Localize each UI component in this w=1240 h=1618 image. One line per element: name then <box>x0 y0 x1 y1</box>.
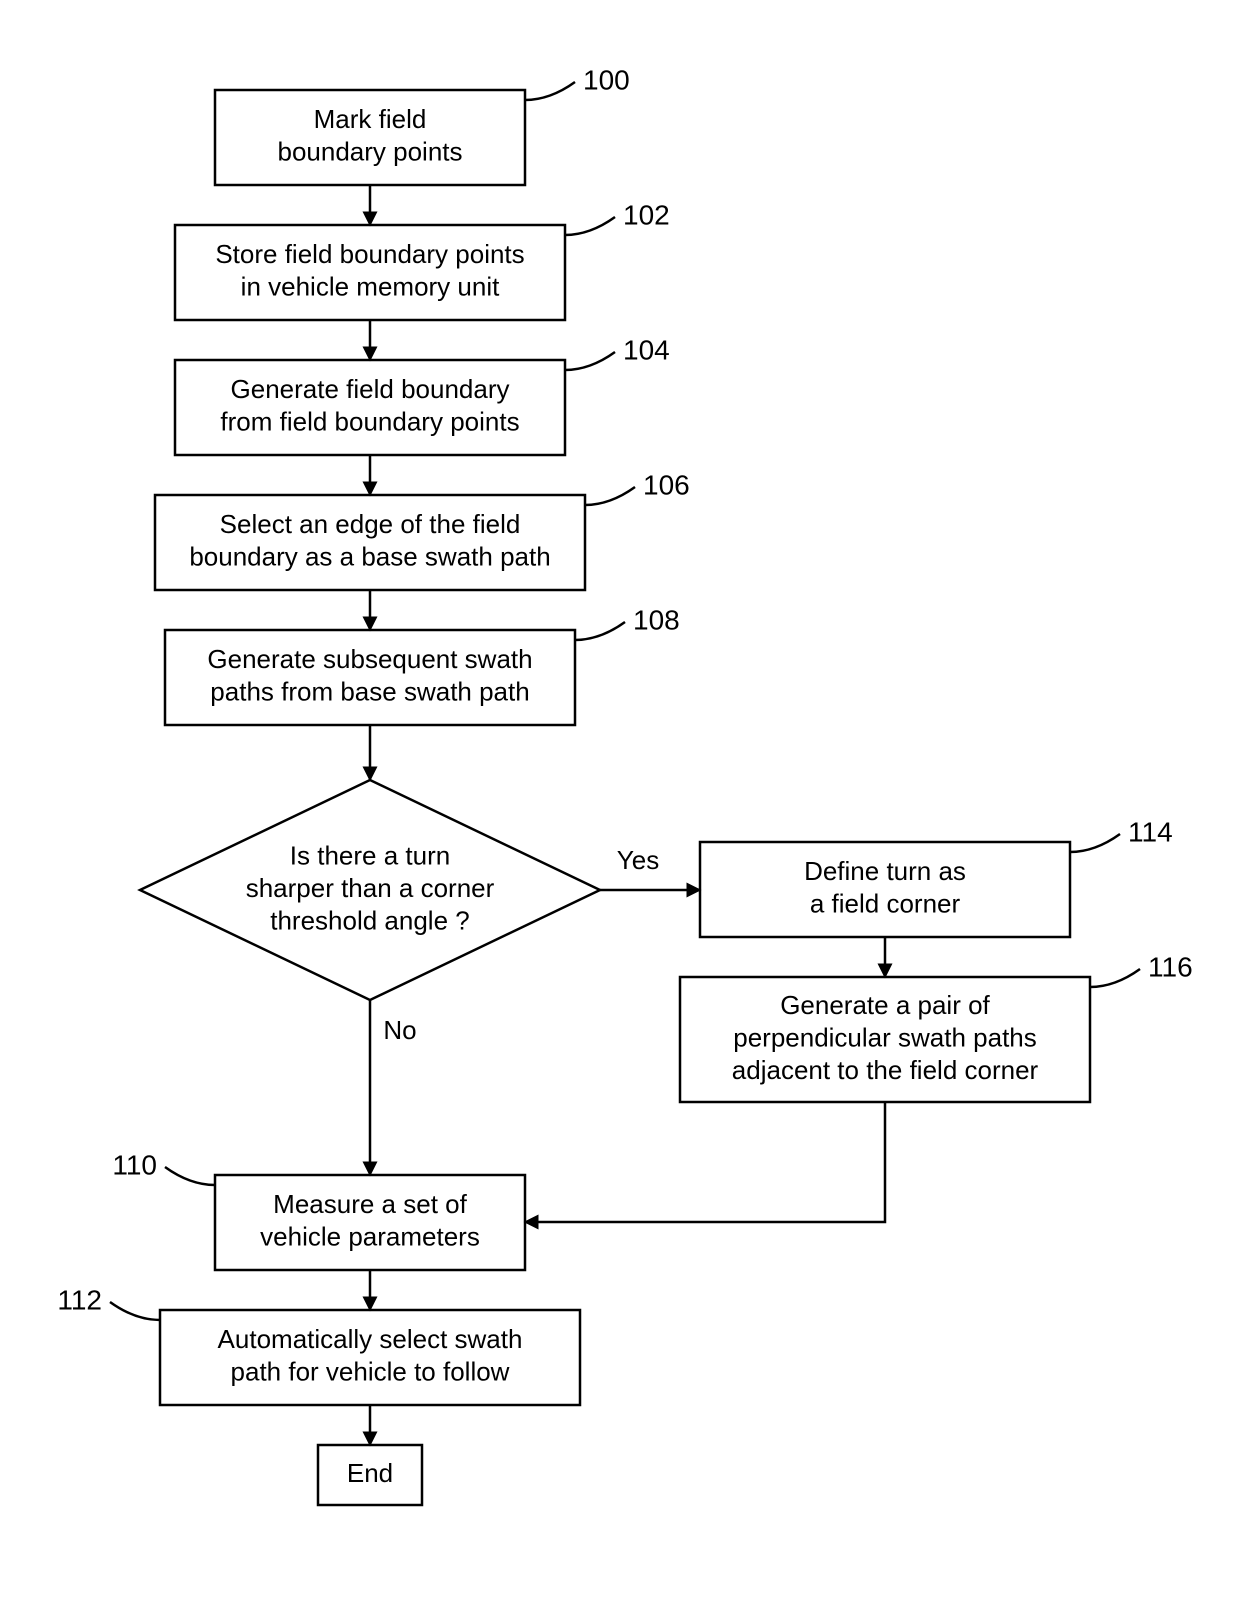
node-text: boundary as a base swath path <box>189 542 550 572</box>
node-text: Automatically select swath <box>218 1324 523 1354</box>
node-text: from field boundary points <box>220 407 519 437</box>
node-n114: Define turn asa field corner 114 <box>700 816 1173 937</box>
node-n108: Generate subsequent swathpaths from base… <box>165 604 680 725</box>
node-text: a field corner <box>810 889 961 919</box>
ref-label: 116 <box>1148 951 1193 982</box>
ref-label: 104 <box>623 334 670 365</box>
node-d1: Is there a turnsharper than a cornerthre… <box>140 780 600 1000</box>
node-text: path for vehicle to follow <box>231 1357 510 1387</box>
ref-label: 100 <box>583 64 630 95</box>
node-text: vehicle parameters <box>260 1222 480 1252</box>
edge-n116-n110 <box>525 1102 885 1222</box>
node-text: Define turn as <box>804 856 966 886</box>
node-text: adjacent to the field corner <box>732 1055 1039 1085</box>
node-text: in vehicle memory unit <box>241 272 500 302</box>
node-text: Mark field <box>314 104 427 134</box>
edge-label: Yes <box>617 845 659 875</box>
node-n100: Mark fieldboundary points 100 <box>215 64 630 185</box>
node-text: sharper than a corner <box>246 873 495 903</box>
node-text: Is there a turn <box>290 840 450 870</box>
flowchart-canvas: Mark fieldboundary points 100 Store field … <box>0 0 1240 1618</box>
node-text: paths from base swath path <box>210 677 529 707</box>
node-text: Generate a pair of <box>780 990 990 1020</box>
node-text: Generate field boundary <box>231 374 510 404</box>
node-text: threshold angle ? <box>270 905 469 935</box>
ref-label: 110 <box>112 1149 157 1180</box>
node-text: Store field boundary points <box>215 239 524 269</box>
node-text: perpendicular swath paths <box>733 1022 1037 1052</box>
edge-label: No <box>383 1015 416 1045</box>
ref-label: 114 <box>1128 816 1173 847</box>
node-text: Generate subsequent swath <box>207 644 532 674</box>
ref-label: 106 <box>643 469 690 500</box>
node-text: Measure a set of <box>273 1189 467 1219</box>
node-text: End <box>347 1458 393 1488</box>
ref-label: 102 <box>623 199 670 230</box>
ref-label: 108 <box>633 604 680 635</box>
ref-label: 112 <box>57 1284 102 1315</box>
node-n116: Generate a pair ofperpendicular swath pa… <box>680 951 1193 1102</box>
node-text: boundary points <box>277 137 462 167</box>
node-text: Select an edge of the field <box>220 509 521 539</box>
node-n102: Store field boundary pointsin vehicle me… <box>175 199 670 320</box>
node-n104: Generate field boundaryfrom field bounda… <box>175 334 670 455</box>
node-n106: Select an edge of the fieldboundary as a… <box>155 469 690 590</box>
node-n112: Automatically select swathpath for vehic… <box>57 1284 580 1405</box>
node-end: End <box>318 1445 422 1505</box>
node-n110: Measure a set ofvehicle parameters 110 <box>112 1149 525 1270</box>
